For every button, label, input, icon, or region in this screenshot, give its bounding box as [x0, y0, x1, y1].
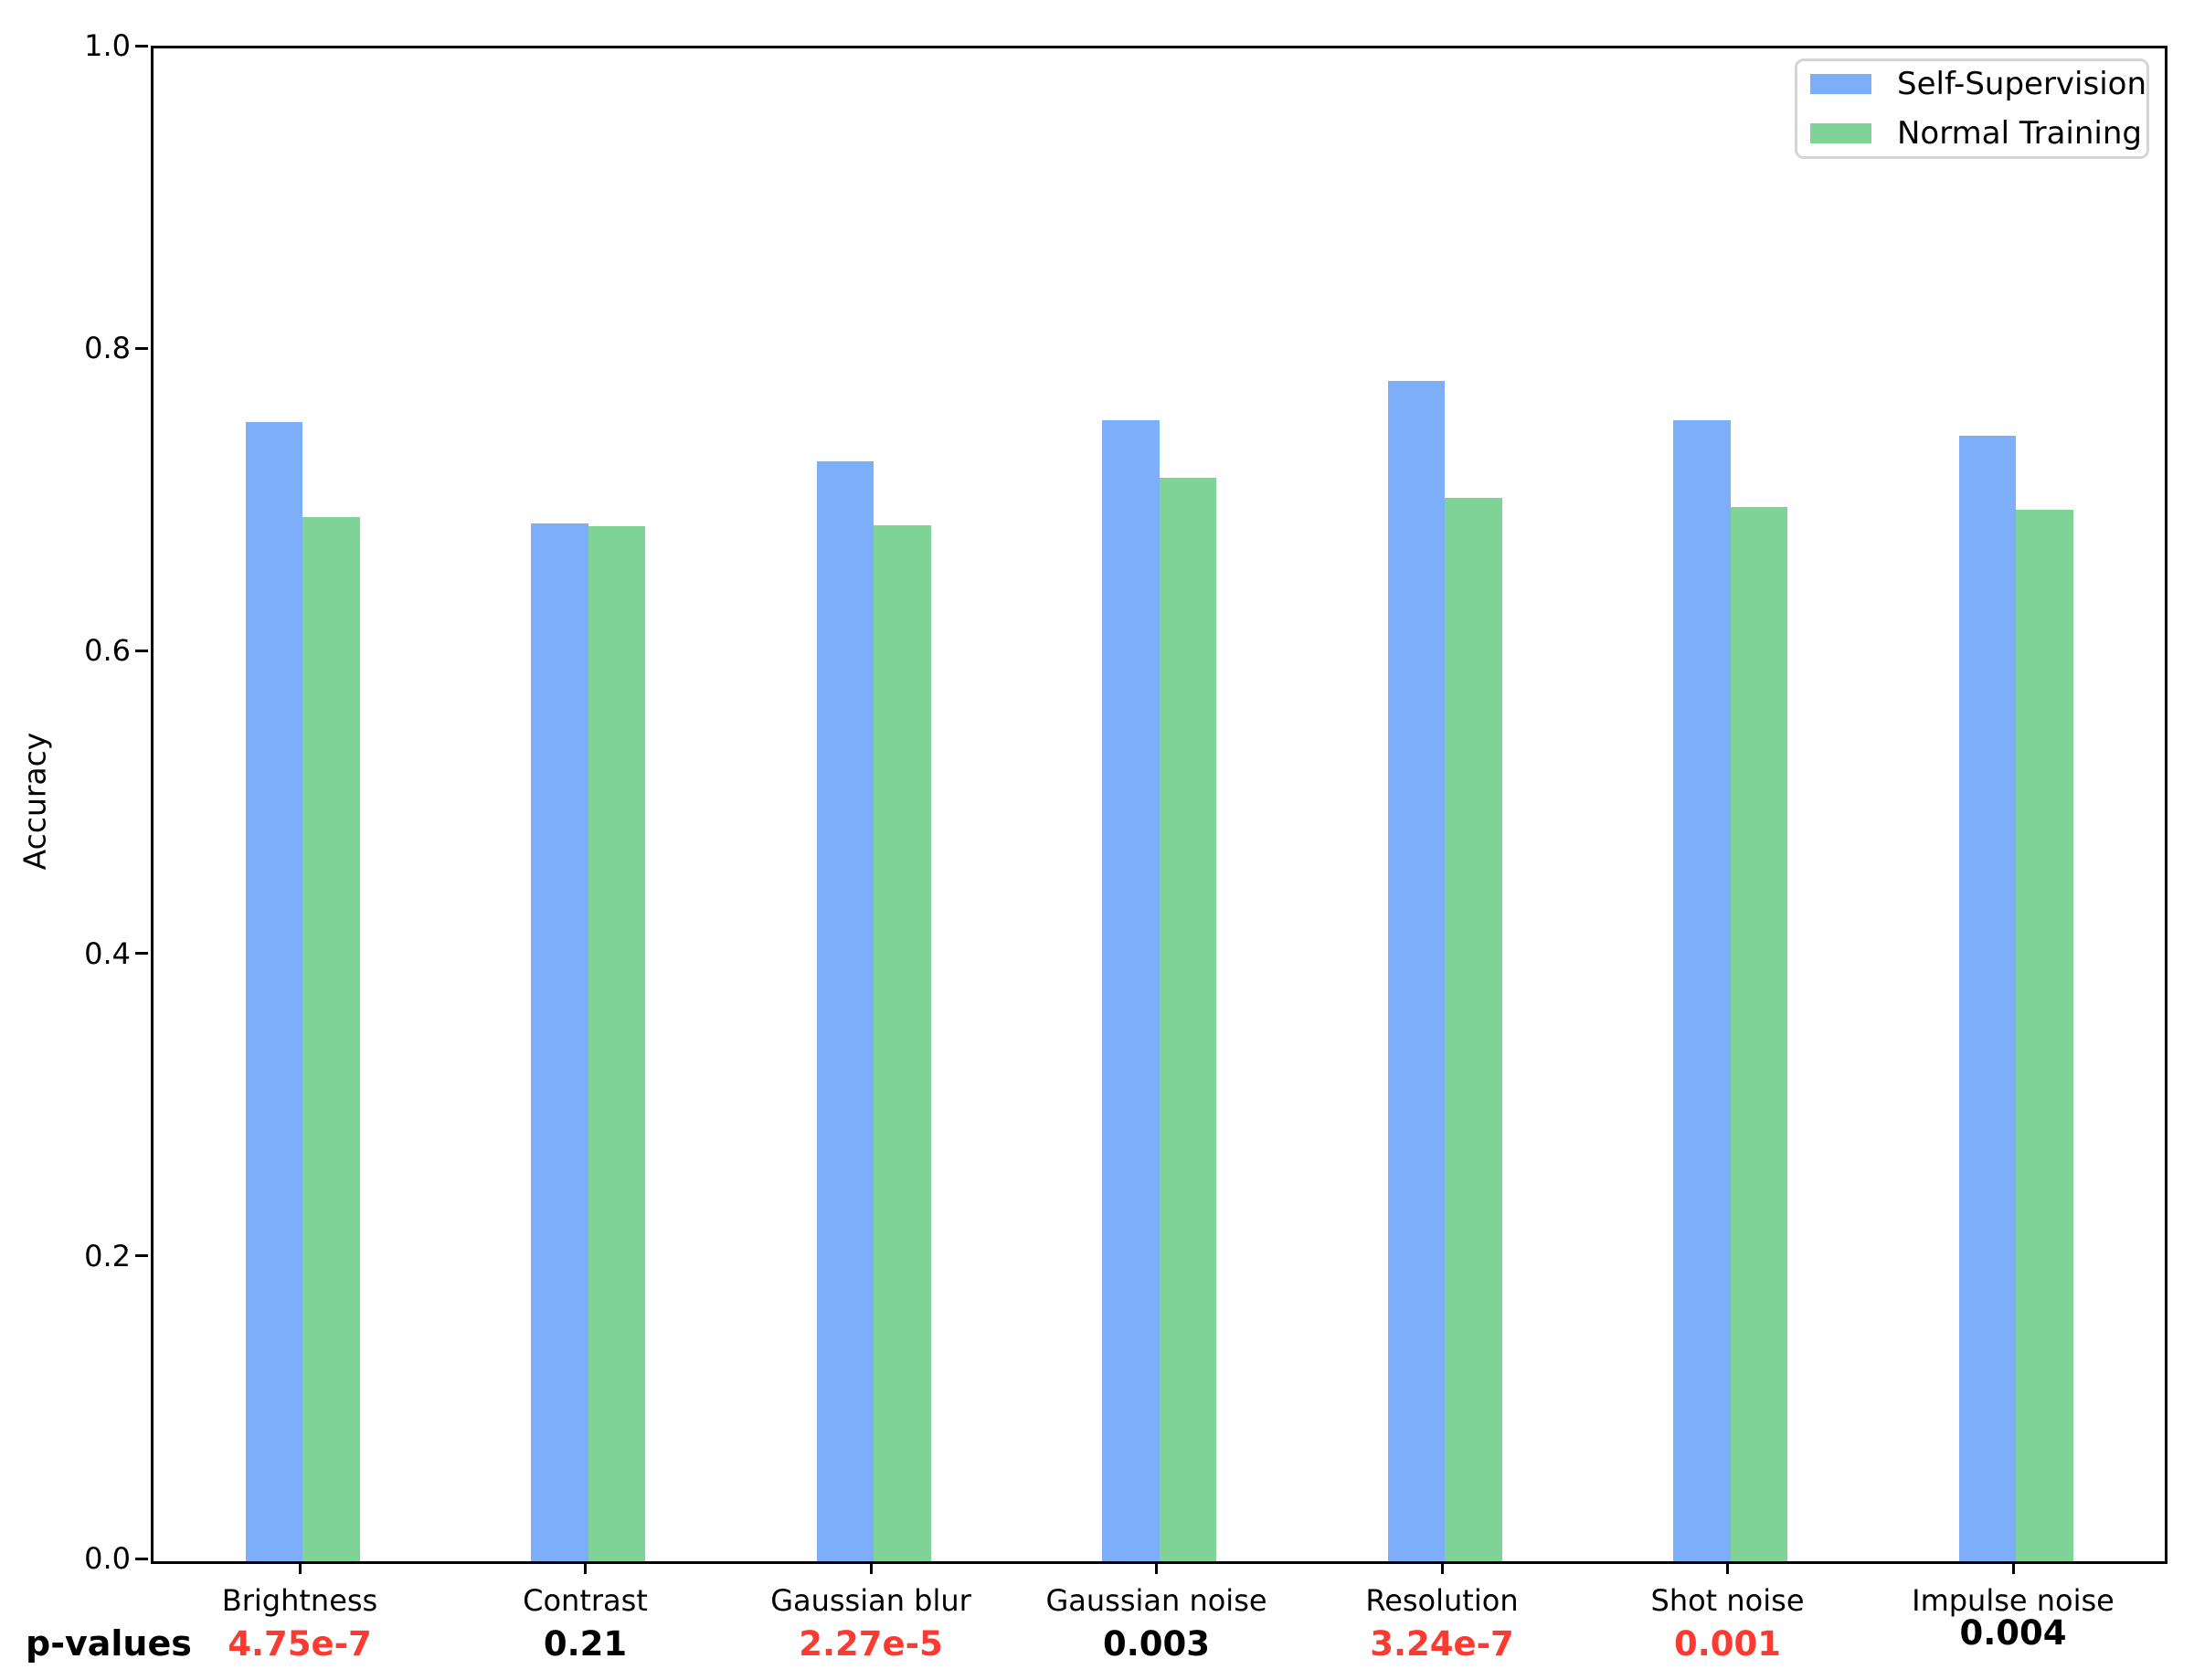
- bar-normal-training-gaussian-blur: [874, 525, 931, 1561]
- legend-swatch-normal-training: [1810, 123, 1871, 143]
- p-value: 2.27e-5: [799, 1624, 943, 1664]
- bar-normal-training-brightness: [302, 517, 360, 1561]
- legend-swatch-self-supervision: [1810, 74, 1871, 94]
- p-value: 0.21: [543, 1624, 628, 1664]
- y-tick-mark: [135, 1557, 148, 1560]
- bar-self-supervision-brightness: [245, 422, 302, 1561]
- p-value: 4.75e-7: [228, 1624, 372, 1664]
- bar-normal-training-gaussian-noise: [1159, 478, 1216, 1561]
- bar-normal-training-impulse-noise: [2016, 510, 2073, 1561]
- p-value: 0.001: [1673, 1624, 1782, 1664]
- bar-self-supervision-impulse-noise: [1958, 436, 2016, 1561]
- y-tick-mark: [135, 952, 148, 956]
- y-tick-label: 0.8: [84, 331, 131, 366]
- x-tick-label: Brightness: [221, 1583, 378, 1618]
- y-tick-mark: [135, 649, 148, 652]
- x-tick-mark: [1440, 1561, 1444, 1574]
- y-tick-mark: [135, 346, 148, 350]
- x-tick-mark: [1726, 1561, 1729, 1574]
- legend-item-normal-training: Normal Training: [1810, 115, 2142, 152]
- bar-normal-training-shot-noise: [1730, 507, 1787, 1561]
- x-tick-label: Gaussian noise: [1045, 1583, 1267, 1618]
- y-axis-title: Accuracy: [16, 732, 53, 871]
- y-tick-label: 0.2: [84, 1238, 131, 1273]
- bar-self-supervision-gaussian-blur: [816, 461, 874, 1561]
- x-tick-mark: [2011, 1561, 2015, 1574]
- p-value: 0.003: [1102, 1624, 1211, 1664]
- bar-self-supervision-contrast: [531, 523, 588, 1561]
- x-tick-label: Resolution: [1365, 1583, 1519, 1618]
- x-tick-mark: [1155, 1561, 1158, 1574]
- x-tick-label: Impulse noise: [1912, 1583, 2115, 1618]
- y-tick-label: 0.6: [84, 633, 131, 669]
- bar-normal-training-resolution: [1445, 498, 1502, 1561]
- legend-label-normal-training: Normal Training: [1897, 115, 2142, 152]
- x-tick-label: Gaussian blur: [770, 1583, 971, 1618]
- legend: Self-Supervision Normal Training: [1795, 58, 2149, 159]
- x-tick-mark: [584, 1561, 587, 1574]
- legend-label-self-supervision: Self-Supervision: [1897, 66, 2147, 102]
- p-value: 3.24e-7: [1370, 1624, 1514, 1664]
- x-tick-mark: [298, 1561, 302, 1574]
- y-tick-mark: [135, 44, 148, 48]
- x-tick-mark: [869, 1561, 873, 1574]
- y-tick-label: 0.0: [84, 1541, 131, 1576]
- x-tick-label: Contrast: [523, 1583, 648, 1618]
- bar-self-supervision-resolution: [1387, 381, 1445, 1561]
- y-tick-label: 0.4: [84, 935, 131, 971]
- p-value: 0.004: [1959, 1613, 2067, 1653]
- y-tick-label: 1.0: [84, 28, 131, 63]
- bar-self-supervision-gaussian-noise: [1102, 420, 1160, 1561]
- x-tick-label: Shot noise: [1650, 1583, 1805, 1618]
- bar-self-supervision-shot-noise: [1673, 420, 1731, 1561]
- legend-item-self-supervision: Self-Supervision: [1810, 66, 2146, 102]
- y-tick-mark: [135, 1254, 148, 1258]
- plot-area: Self-Supervision Normal Training: [151, 46, 2168, 1564]
- bar-normal-training-contrast: [588, 526, 645, 1561]
- p-values-row-label: p-values: [26, 1623, 192, 1664]
